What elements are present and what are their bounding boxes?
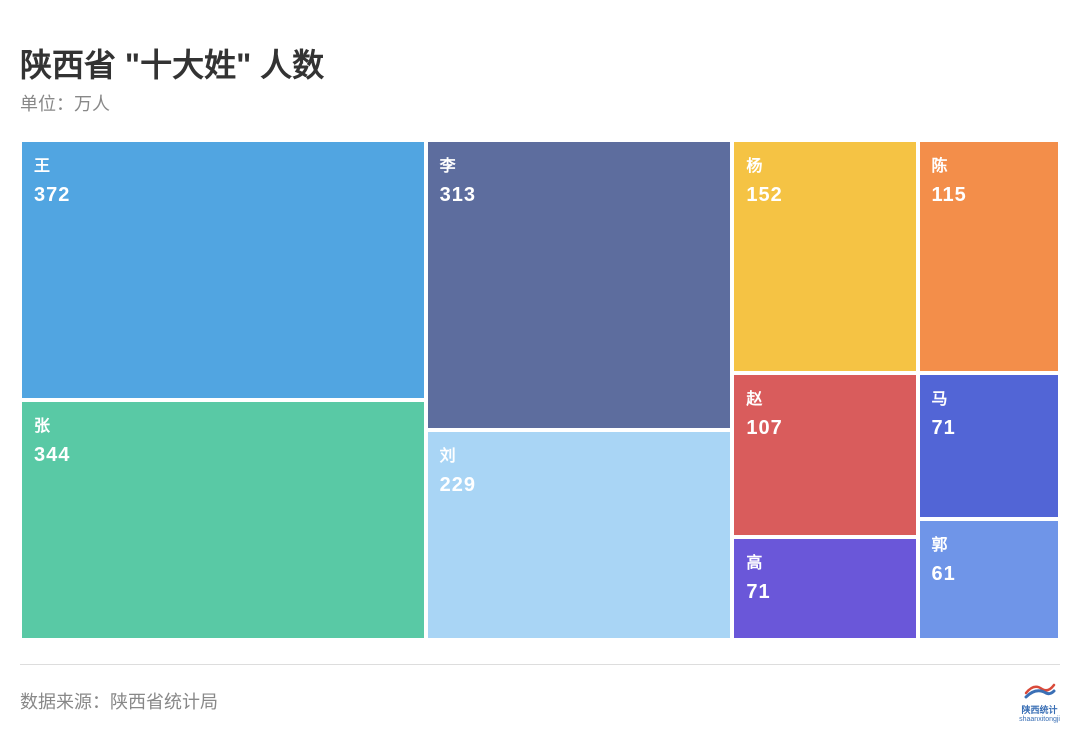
cell-label: 张 xyxy=(34,412,412,436)
logo: 陕西统计 shaanxitongji xyxy=(1019,679,1060,723)
cell-label: 刘 xyxy=(440,442,719,466)
cell-label: 李 xyxy=(440,152,719,176)
treemap-cell: 郭 61 xyxy=(918,519,1060,640)
logo-icon xyxy=(1024,679,1056,701)
treemap-cell: 赵 107 xyxy=(732,373,917,537)
chart-title: 陕西省 "十大姓" 人数 xyxy=(20,40,1060,86)
treemap-chart: 王 372 张 344 李 313 刘 229 杨 152 陈 115 赵 107 马 71 高 71 郭 61 xyxy=(20,140,1060,640)
cell-label: 王 xyxy=(34,152,412,176)
footer: 数据来源：陕西省统计局 陕西统计 shaanxitongji xyxy=(20,679,1060,723)
cell-label: 高 xyxy=(746,549,903,573)
cell-value: 71 xyxy=(746,581,903,604)
cell-value: 313 xyxy=(440,184,719,207)
cell-value: 344 xyxy=(34,444,412,467)
cell-value: 152 xyxy=(746,184,903,207)
cell-label: 杨 xyxy=(746,152,903,176)
cell-label: 郭 xyxy=(932,531,1046,555)
treemap-cell: 王 372 xyxy=(20,140,426,400)
treemap-cell: 高 71 xyxy=(732,537,917,641)
cell-label: 陈 xyxy=(932,152,1046,176)
treemap-cell: 杨 152 xyxy=(732,140,917,373)
treemap-cell: 陈 115 xyxy=(918,140,1060,373)
cell-value: 107 xyxy=(746,417,903,440)
treemap-cell: 马 71 xyxy=(918,373,1060,520)
chart-subtitle: 单位：万人 xyxy=(20,90,1060,116)
cell-value: 115 xyxy=(932,184,1046,207)
cell-label: 赵 xyxy=(746,385,903,409)
data-source: 数据来源：陕西省统计局 xyxy=(20,688,218,714)
cell-value: 61 xyxy=(932,563,1046,586)
cell-value: 372 xyxy=(34,184,412,207)
footer-divider xyxy=(20,664,1060,665)
logo-text: 陕西统计 xyxy=(1019,703,1060,716)
treemap-cell: 李 313 xyxy=(426,140,733,430)
logo-subtext: shaanxitongji xyxy=(1019,716,1060,723)
treemap-cell: 刘 229 xyxy=(426,430,733,640)
cell-value: 229 xyxy=(440,474,719,497)
treemap-cell: 张 344 xyxy=(20,400,426,640)
cell-value: 71 xyxy=(932,417,1046,440)
cell-label: 马 xyxy=(932,385,1046,409)
